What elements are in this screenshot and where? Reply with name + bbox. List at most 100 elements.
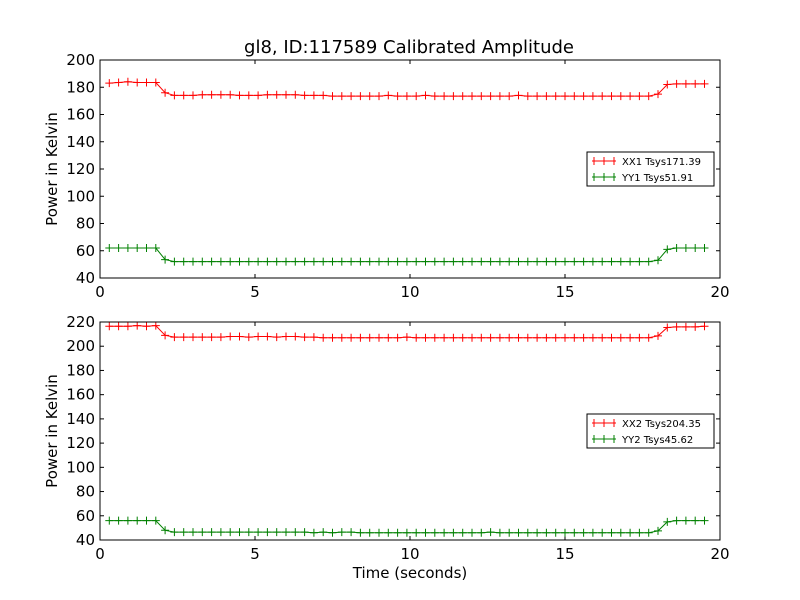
data-point xyxy=(189,91,197,100)
data-point xyxy=(486,92,495,101)
data-point xyxy=(616,92,625,101)
data-point xyxy=(440,257,449,266)
y-tick-label: 60 xyxy=(76,242,95,260)
data-point xyxy=(607,333,616,342)
data-point xyxy=(533,333,542,342)
data-point xyxy=(691,516,700,525)
data-point xyxy=(347,257,356,266)
data-point xyxy=(607,257,616,266)
data-point xyxy=(309,257,318,266)
data-point xyxy=(402,92,411,101)
data-point xyxy=(412,257,421,266)
data-point xyxy=(635,92,644,101)
data-point xyxy=(412,92,421,101)
data-point xyxy=(672,516,681,525)
data-point xyxy=(300,257,309,266)
data-point xyxy=(356,333,365,342)
data-point xyxy=(663,517,672,526)
data-point xyxy=(142,78,151,87)
data-point xyxy=(207,333,216,342)
data-point xyxy=(579,257,588,266)
legend-marker-ends xyxy=(593,157,615,165)
data-point xyxy=(654,331,662,340)
data-point xyxy=(254,332,263,341)
data-point xyxy=(151,516,160,525)
data-point xyxy=(123,77,132,86)
chart-title: gl8, ID:117589 Calibrated Amplitude xyxy=(244,37,574,58)
data-point xyxy=(635,257,644,266)
data-point xyxy=(309,333,318,342)
data-point xyxy=(226,257,235,266)
y-tick-label: 140 xyxy=(66,410,95,428)
legend-label: YY1 Tsys51.91 xyxy=(621,173,693,184)
data-point xyxy=(337,528,346,537)
data-point xyxy=(179,257,188,266)
y-tick-label: 160 xyxy=(66,386,95,404)
data-point xyxy=(486,257,495,266)
data-point xyxy=(375,92,383,101)
data-point xyxy=(365,333,374,342)
data-point xyxy=(542,92,551,101)
series-2 xyxy=(105,244,709,266)
data-point xyxy=(635,333,644,342)
data-point xyxy=(440,528,449,537)
data-point xyxy=(421,91,430,100)
data-point xyxy=(561,528,569,537)
data-point xyxy=(226,528,235,537)
data-point xyxy=(356,257,365,266)
data-point xyxy=(328,333,337,342)
data-point xyxy=(309,528,318,537)
data-point xyxy=(142,244,151,253)
legend-label: XX2 Tsys204.35 xyxy=(622,419,701,430)
data-point xyxy=(598,92,607,101)
data-point xyxy=(291,257,300,266)
x-axis-label: Time (seconds) xyxy=(352,564,468,582)
data-point xyxy=(700,244,709,253)
data-point xyxy=(282,257,290,266)
y-tick-label: 100 xyxy=(66,458,95,476)
data-point xyxy=(626,528,635,537)
data-point xyxy=(579,528,588,537)
data-point xyxy=(375,257,383,266)
data-point xyxy=(170,91,179,100)
data-point xyxy=(598,528,607,537)
data-point xyxy=(449,257,458,266)
legend-marker xyxy=(600,173,608,181)
x-tick-label: 0 xyxy=(95,545,105,563)
data-point xyxy=(356,92,365,101)
data-point xyxy=(700,516,709,525)
data-point xyxy=(198,257,207,266)
data-point xyxy=(244,257,253,266)
data-point xyxy=(189,257,197,266)
data-point xyxy=(170,257,179,266)
data-point xyxy=(495,333,504,342)
data-point xyxy=(654,526,662,535)
data-point xyxy=(319,91,328,100)
x-tick-label: 15 xyxy=(555,545,574,563)
data-point xyxy=(207,90,216,99)
data-point xyxy=(151,78,160,87)
y-tick-label: 40 xyxy=(76,531,95,549)
y-tick-label: 80 xyxy=(76,483,95,501)
data-point xyxy=(216,528,225,537)
x-tick-label: 5 xyxy=(250,283,260,301)
data-point xyxy=(365,257,374,266)
data-point xyxy=(142,322,151,331)
y-tick-label: 220 xyxy=(66,313,95,331)
data-point xyxy=(328,92,337,101)
data-point xyxy=(151,321,160,330)
data-point xyxy=(486,333,495,342)
data-point xyxy=(319,333,328,342)
data-point xyxy=(263,90,272,99)
data-point xyxy=(151,244,160,253)
data-point xyxy=(282,528,290,537)
data-point xyxy=(654,256,662,265)
data-point xyxy=(114,244,123,253)
data-point xyxy=(114,516,123,525)
data-point xyxy=(272,257,281,266)
data-point xyxy=(468,528,476,537)
data-point xyxy=(123,244,132,253)
data-point xyxy=(458,528,467,537)
x-tick-label: 15 xyxy=(555,283,574,301)
data-point xyxy=(681,516,690,525)
